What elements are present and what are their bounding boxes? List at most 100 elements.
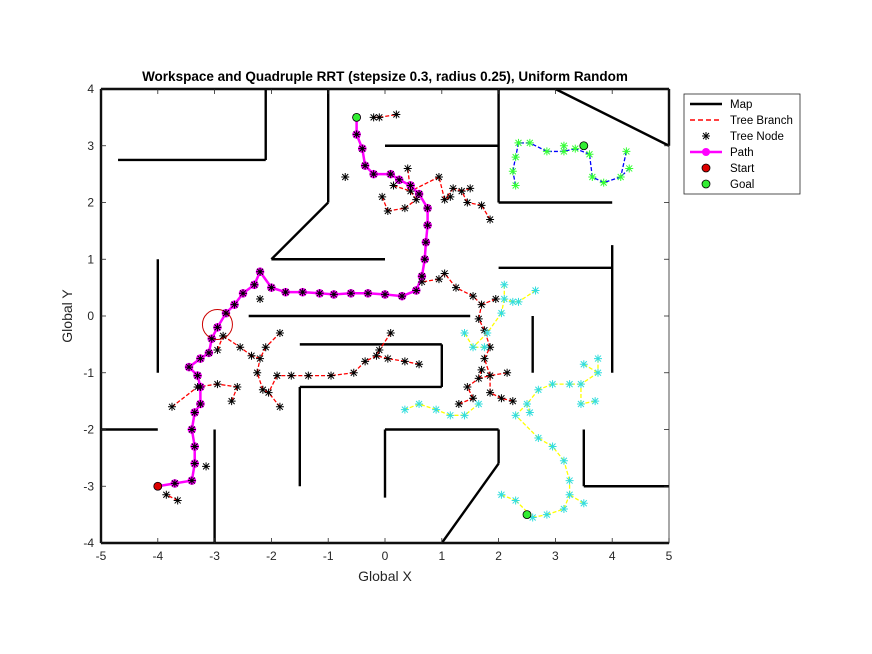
path-node-10-glyph	[185, 363, 194, 372]
path-node-30	[417, 272, 426, 281]
black-node-20-glyph	[327, 371, 336, 380]
path-node-32-glyph	[421, 238, 430, 247]
black-tree-branch-68	[381, 196, 389, 212]
green-node-7	[588, 172, 597, 181]
black-node-34	[440, 269, 449, 278]
black-node-72	[369, 113, 378, 122]
black-node-18-glyph	[287, 371, 296, 380]
cyan-node-21-glyph	[548, 442, 557, 451]
map-wall-12	[554, 87, 670, 147]
black-node-69	[341, 172, 350, 181]
path-node-42-glyph	[352, 130, 361, 139]
legend-tree-node-label: Tree Node	[730, 131, 784, 143]
black-node-26	[386, 329, 395, 338]
cyan-node-34	[446, 411, 455, 420]
y-tick-label-5: -1	[83, 366, 94, 380]
black-node-8	[236, 343, 245, 352]
black-node-12	[275, 329, 284, 338]
black-node-39	[474, 314, 483, 323]
green-node-3-glyph	[542, 147, 551, 156]
path-node-25	[346, 289, 355, 298]
legend-goal-label: Goal	[730, 179, 754, 191]
black-node-56-glyph	[412, 195, 421, 204]
black-node-60-glyph	[457, 187, 466, 196]
black-node-9	[247, 351, 256, 360]
path-node-40-glyph	[361, 161, 370, 170]
path-node-21-glyph	[281, 288, 290, 297]
path-node-34-glyph	[423, 204, 432, 213]
black-tree-branch-62	[461, 190, 468, 203]
black-node-57	[434, 172, 443, 181]
path-node-25-glyph	[346, 289, 355, 298]
black-node-10-glyph	[256, 354, 265, 363]
black-node-0	[162, 490, 171, 499]
legend-path-marker	[702, 148, 710, 156]
cyan-node-1	[469, 343, 478, 352]
green-node-2	[525, 138, 534, 147]
black-node-44-glyph	[474, 374, 483, 383]
cyan-node-14-glyph	[565, 380, 574, 389]
black-node-63	[446, 192, 455, 201]
black-node-34-glyph	[440, 269, 449, 278]
y-tick-label-0: 4	[87, 82, 94, 96]
path-node-32	[421, 238, 430, 247]
x-tick-label-4: -1	[323, 549, 334, 563]
cyan-node-1-glyph	[469, 343, 478, 352]
green-node-1	[514, 138, 523, 147]
green-node-5	[571, 144, 580, 153]
cyan-node-18	[576, 399, 585, 408]
black-node-55	[389, 181, 398, 190]
cyan-node-15	[576, 380, 585, 389]
green-node-5-glyph	[571, 144, 580, 153]
black-node-58	[440, 195, 449, 204]
black-node-47	[486, 388, 495, 397]
black-node-37	[477, 300, 486, 309]
cyan-node-38-glyph	[594, 354, 602, 363]
green-node-9	[616, 172, 625, 181]
cyan-node-36	[474, 399, 483, 408]
cyan-node-27	[528, 513, 537, 522]
cyan-node-22	[559, 456, 568, 465]
cyan-tree-branch-30	[569, 494, 585, 504]
cyan-node-38	[594, 354, 602, 363]
legend-map: Map	[690, 99, 752, 111]
black-node-29	[219, 331, 228, 340]
black-node-33-glyph	[434, 275, 443, 284]
green-node-14-glyph	[559, 141, 568, 150]
black-node-11	[261, 343, 270, 352]
path-node-3	[190, 459, 199, 468]
black-tree-branch-14	[256, 372, 264, 390]
cyan-node-10	[511, 411, 520, 420]
black-node-44	[474, 374, 483, 383]
black-node-39-glyph	[474, 314, 483, 323]
black-node-21-glyph	[349, 368, 358, 377]
path-node-18	[250, 280, 259, 289]
path-node-14	[213, 323, 222, 332]
black-node-8-glyph	[236, 343, 245, 352]
black-node-41-glyph	[486, 343, 495, 352]
cyan-node-19	[591, 397, 600, 406]
black-tree-branch-52	[458, 397, 474, 405]
path-node-34	[423, 204, 432, 213]
path-node-4	[190, 442, 199, 451]
path-node-24	[329, 290, 338, 299]
y-tick-label-6: -2	[83, 423, 94, 437]
legend-tree-branch-label: Tree Branch	[730, 115, 793, 127]
black-tree-branch-58	[438, 176, 446, 200]
black-node-43	[486, 371, 495, 380]
black-node-58-glyph	[440, 195, 449, 204]
green-node-11-glyph	[625, 164, 634, 173]
black-node-13	[253, 368, 262, 377]
x-axis-label: Global X	[358, 568, 412, 584]
path-node-29-glyph	[412, 286, 421, 295]
cyan-node-5	[500, 294, 509, 303]
cyan-node-15-glyph	[576, 380, 585, 389]
path-node-24-glyph	[329, 290, 338, 299]
black-tree-branch-1	[166, 494, 178, 502]
legend-node-swatch	[702, 132, 710, 140]
cyan-node-18-glyph	[576, 399, 585, 408]
cyan-node-27-glyph	[528, 513, 537, 522]
cyan-node-7	[514, 297, 523, 306]
cyan-tree-branch-34	[435, 409, 451, 416]
x-tick-label-1: -4	[152, 549, 163, 563]
